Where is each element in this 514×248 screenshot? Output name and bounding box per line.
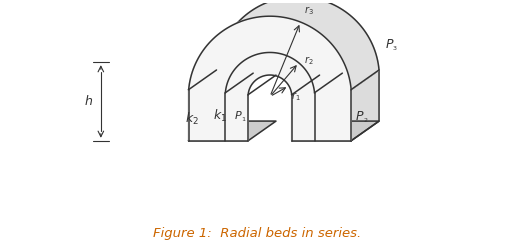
Polygon shape: [189, 16, 351, 141]
Polygon shape: [189, 0, 379, 90]
Polygon shape: [189, 0, 379, 93]
Text: $k_2$: $k_2$: [186, 111, 199, 127]
Text: $r_2$: $r_2$: [304, 54, 313, 67]
Polygon shape: [351, 70, 379, 141]
Text: $_2$: $_2$: [363, 116, 368, 124]
Text: $P$: $P$: [384, 38, 394, 51]
Text: $_1$: $_1$: [241, 115, 247, 124]
Text: $P$: $P$: [234, 109, 243, 121]
Text: $_3$: $_3$: [393, 44, 398, 53]
Text: $r_3$: $r_3$: [304, 4, 314, 17]
Text: Figure 1:  Radial beds in series.: Figure 1: Radial beds in series.: [153, 227, 361, 240]
Text: $r_1$: $r_1$: [291, 90, 301, 102]
Polygon shape: [292, 75, 320, 141]
Text: $h$: $h$: [84, 94, 94, 108]
Polygon shape: [189, 70, 216, 141]
Text: $P$: $P$: [355, 110, 364, 123]
Polygon shape: [292, 121, 379, 141]
Polygon shape: [225, 33, 342, 95]
Polygon shape: [189, 121, 276, 141]
Text: $k_1$: $k_1$: [213, 108, 227, 124]
